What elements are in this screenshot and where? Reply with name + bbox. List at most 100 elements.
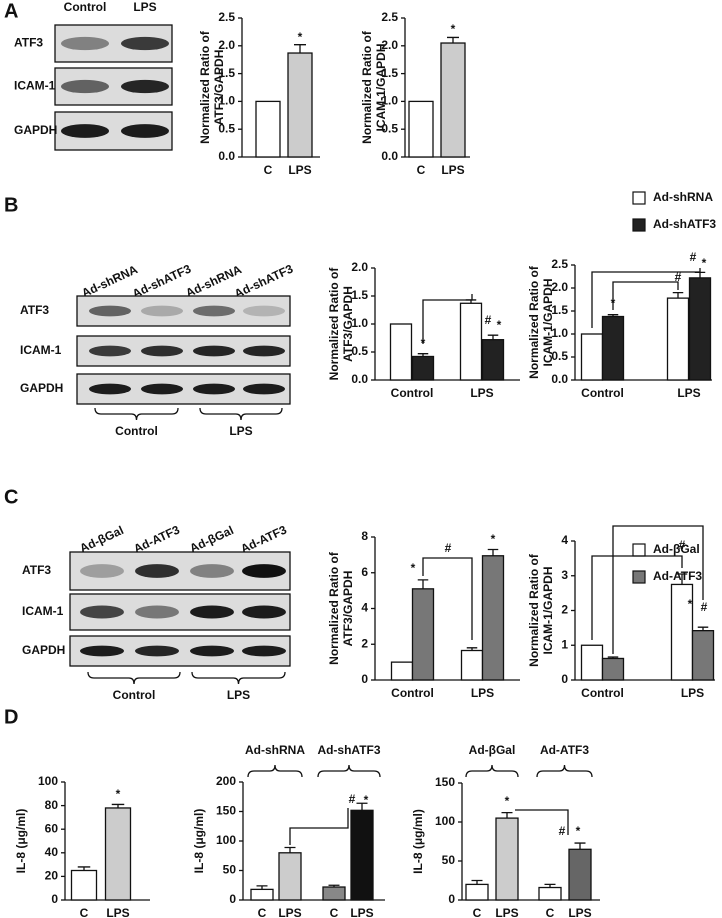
y-tick-label: 50 [223, 863, 237, 877]
error-bar [501, 811, 513, 819]
y-tick-label: 0.0 [381, 149, 398, 163]
annotation: # [675, 270, 682, 284]
blot-band [121, 124, 169, 138]
error-bar [447, 36, 459, 44]
x-tick-label: C [417, 163, 426, 177]
blot-band [89, 383, 131, 395]
annotation: * [611, 296, 616, 310]
y-tick-label: 1.0 [551, 326, 568, 340]
group-label: Ad-ATF3 [540, 743, 589, 757]
error-bar [574, 842, 586, 850]
annotation: * [116, 787, 121, 801]
y-tick-label: 0 [448, 892, 455, 906]
error-bar [487, 334, 499, 340]
group-brace [87, 671, 181, 685]
group-brace [465, 764, 519, 778]
error-bar [676, 573, 688, 585]
y-tick-label: 0.5 [351, 344, 368, 358]
error-bar [356, 802, 368, 811]
legend-label: Ad-ATF3 [653, 569, 702, 583]
bar [408, 100, 434, 158]
blot-band [61, 36, 109, 51]
row-label: ATF3 [22, 563, 51, 577]
x-tick-label: C [258, 906, 267, 918]
group-brace [94, 407, 179, 421]
y-tick-label: 1 [561, 637, 568, 651]
blot-band [141, 383, 183, 395]
blot-band [242, 605, 286, 619]
y-tick-label: 2.5 [551, 257, 568, 271]
y-tick-label: 40 [45, 845, 59, 859]
blot-band [141, 345, 183, 357]
annotation: # [445, 541, 452, 555]
error-bar [672, 291, 684, 299]
annotation: # [679, 538, 686, 552]
annotation: * [497, 318, 502, 332]
group-brace [536, 764, 593, 778]
blot-band [242, 645, 286, 657]
group-brace [247, 764, 303, 778]
annotation: * [688, 597, 693, 611]
x-tick-label: Control [391, 386, 434, 400]
group-label: Ad-shATF3 [317, 743, 380, 757]
legend-swatch [632, 543, 646, 557]
bar [580, 333, 604, 381]
bar [389, 323, 413, 381]
y-tick-label: 4 [361, 601, 368, 615]
y-tick-label: 150 [216, 804, 236, 818]
row-label: ATF3 [20, 303, 49, 317]
annotation: * [421, 336, 426, 350]
bar [688, 277, 712, 381]
x-tick-label: C [80, 906, 89, 918]
x-tick-label: LPS [288, 163, 311, 177]
significance-bracket [515, 809, 569, 835]
group-label: LPS [227, 688, 250, 702]
bar [460, 649, 484, 681]
group-label: Control [113, 688, 156, 702]
annotation: # [559, 824, 566, 838]
x-tick-label: LPS [495, 906, 518, 918]
lane-label: Ad-βGal [78, 523, 126, 555]
y-tick-label: 2.0 [351, 260, 368, 274]
y-axis-label: IL-8 (μg/ml) [411, 809, 425, 874]
error-bar [284, 846, 296, 853]
lane-label: Ad-shRNA [80, 262, 141, 300]
panel-label: A [4, 0, 18, 22]
y-tick-label: 2 [361, 636, 368, 650]
bar [287, 52, 313, 158]
blot-band [80, 564, 124, 578]
blot-band [193, 345, 235, 357]
annotation: * [505, 794, 510, 808]
y-tick-label: 20 [45, 869, 59, 883]
bar [459, 302, 483, 381]
y-axis-label: Normalized Ratio of [327, 267, 341, 381]
y-tick-label: 8 [361, 529, 368, 543]
blot-band [61, 79, 109, 94]
lane-label: LPS [133, 0, 156, 14]
x-tick-label: LPS [471, 686, 494, 700]
x-tick-label: Control [581, 686, 624, 700]
bar [411, 588, 435, 681]
blot-band [242, 564, 286, 578]
lane-label: Ad-ATF3 [238, 522, 289, 556]
y-tick-label: 0.5 [381, 121, 398, 135]
significance-bracket [289, 808, 349, 845]
y-tick-label: 2 [561, 603, 568, 617]
y-tick-label: 0 [561, 672, 568, 686]
bar [255, 100, 281, 158]
x-tick-label: LPS [106, 906, 129, 918]
group-label: Ad-shRNA [245, 743, 305, 757]
y-tick-label: 1.5 [351, 288, 368, 302]
row-label: ICAM-1 [20, 343, 62, 357]
y-tick-label: 0 [51, 892, 58, 906]
y-tick-label: 2.0 [218, 38, 235, 52]
lane-label: Ad-βGal [188, 523, 236, 555]
x-tick-label: LPS [677, 386, 700, 400]
bar [350, 809, 374, 901]
error-bar [487, 548, 499, 556]
blot-band [243, 345, 285, 357]
bar [322, 886, 346, 901]
x-tick-label: C [473, 906, 482, 918]
y-tick-label: 200 [216, 774, 236, 788]
